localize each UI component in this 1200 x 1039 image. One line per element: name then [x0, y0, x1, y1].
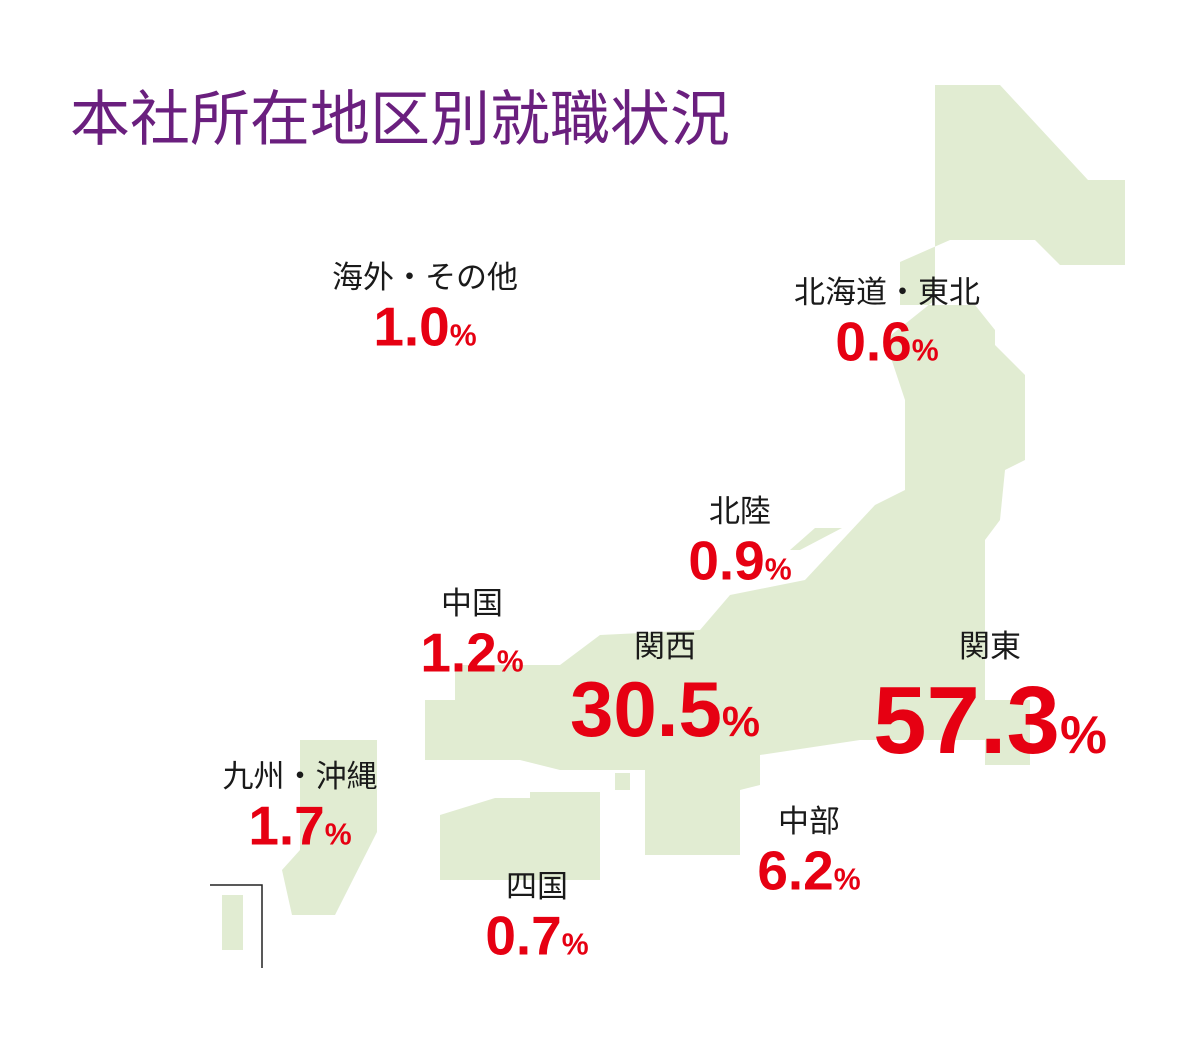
value-unit: % — [765, 553, 792, 586]
value-number: 0.6 — [835, 310, 911, 372]
value-unit: % — [834, 863, 861, 896]
region-name: 九州・沖縄 — [223, 759, 378, 795]
map — [210, 85, 1125, 968]
value-unit: % — [912, 334, 939, 367]
value-unit: % — [450, 319, 477, 352]
region-name: 関西 — [634, 629, 696, 665]
region-value: 0.6% — [835, 310, 938, 372]
north-land — [425, 85, 1125, 855]
region-value: 1.7% — [248, 794, 351, 856]
value-number: 1.2 — [420, 621, 496, 683]
region-name: 中国 — [441, 586, 503, 622]
okinawa — [222, 895, 243, 950]
inset-border — [210, 884, 263, 968]
sado — [790, 528, 842, 550]
value-number: 30.5 — [570, 665, 722, 753]
value-number: 1.7 — [248, 794, 324, 856]
region-value: 1.0% — [373, 295, 476, 357]
region-name: 中部 — [778, 804, 840, 840]
region-name: 四国 — [506, 869, 568, 905]
region-value: 57.3% — [873, 667, 1107, 774]
value-number: 1.0 — [373, 295, 449, 357]
value-unit: % — [722, 698, 760, 746]
value-number: 0.9 — [688, 529, 764, 591]
value-number: 6.2 — [757, 839, 833, 901]
value-number: 0.7 — [485, 904, 561, 966]
value-unit: % — [497, 645, 524, 678]
region-value: 0.7% — [485, 904, 588, 966]
region-value: 6.2% — [757, 839, 860, 901]
region-name: 北海道・東北 — [794, 275, 980, 311]
value-unit: % — [325, 818, 352, 851]
value-unit: % — [562, 928, 589, 961]
title: 本社所在地区別就職状況 — [70, 85, 730, 155]
shikoku — [440, 792, 600, 880]
region-name: 海外・その他 — [332, 260, 518, 296]
value-number: 57.3 — [873, 667, 1060, 774]
region-value: 0.9% — [688, 529, 791, 591]
region-value: 1.2% — [420, 621, 523, 683]
awaji — [615, 773, 630, 790]
value-unit: % — [1060, 706, 1107, 765]
region-name: 北陸 — [709, 494, 771, 530]
region-value: 30.5% — [570, 665, 760, 753]
region-name: 関東 — [959, 629, 1021, 665]
kyushu — [282, 740, 377, 915]
